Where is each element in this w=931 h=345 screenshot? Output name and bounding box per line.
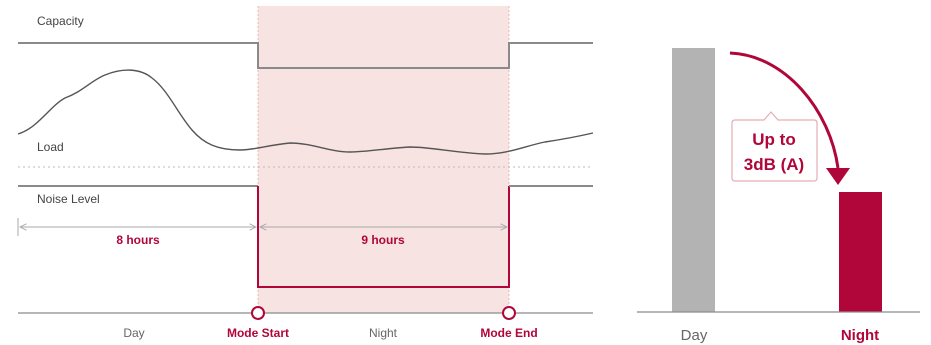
noise-level-label: Noise Level xyxy=(37,192,100,206)
timeline-panel: Capacity Load Noise Level 8 hours 9 hour… xyxy=(17,6,594,340)
callout-line-1: Up to xyxy=(752,130,795,149)
night-mode-band xyxy=(258,6,509,313)
reduction-arrowhead xyxy=(826,168,850,185)
load-label: Load xyxy=(37,140,64,154)
axis-mode-end-label: Mode End xyxy=(480,326,537,340)
capacity-line xyxy=(18,42,593,69)
axis-night-label: Night xyxy=(369,326,398,340)
night-noise-bar xyxy=(839,192,882,312)
day-duration-label: 8 hours xyxy=(116,233,160,247)
reduction-arrow xyxy=(729,51,840,169)
axis-mode-start-label: Mode Start xyxy=(227,326,289,340)
capacity-label: Capacity xyxy=(37,14,84,28)
load-curve xyxy=(17,69,594,155)
mode-start-marker xyxy=(251,306,265,320)
callout-box xyxy=(731,111,818,182)
axis-day-label: Day xyxy=(123,326,144,340)
callout-line-2: 3dB (A) xyxy=(744,155,804,174)
comparison-day-label: Day xyxy=(681,327,708,344)
comparison-night-label: Night xyxy=(841,327,879,344)
noise-level-night-line xyxy=(257,186,510,288)
mode-end-marker xyxy=(502,306,516,320)
comparison-panel: Up to 3dB (A) Day Night xyxy=(637,48,920,344)
night-duration-label: 9 hours xyxy=(361,233,405,247)
day-noise-bar xyxy=(672,48,715,312)
